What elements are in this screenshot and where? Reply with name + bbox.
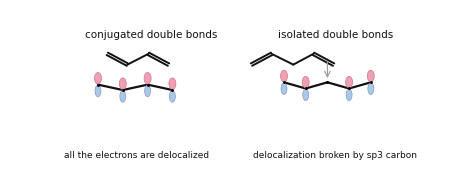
Text: conjugated double bonds: conjugated double bonds [84, 30, 217, 40]
Ellipse shape [302, 76, 309, 88]
Ellipse shape [119, 78, 126, 89]
Ellipse shape [346, 76, 353, 88]
Text: isolated double bonds: isolated double bonds [277, 30, 393, 40]
Ellipse shape [367, 70, 374, 82]
Ellipse shape [95, 85, 101, 97]
Ellipse shape [169, 91, 175, 102]
Ellipse shape [169, 78, 176, 89]
Ellipse shape [145, 85, 151, 97]
Ellipse shape [120, 91, 126, 102]
Ellipse shape [281, 70, 288, 82]
Ellipse shape [281, 83, 287, 94]
Ellipse shape [144, 73, 151, 84]
Ellipse shape [94, 73, 101, 84]
Ellipse shape [368, 83, 374, 94]
Text: all the electrons are delocalized: all the electrons are delocalized [64, 151, 210, 160]
Ellipse shape [346, 89, 352, 101]
Text: delocalization broken by sp3 carbon: delocalization broken by sp3 carbon [253, 151, 417, 160]
Ellipse shape [303, 89, 309, 101]
